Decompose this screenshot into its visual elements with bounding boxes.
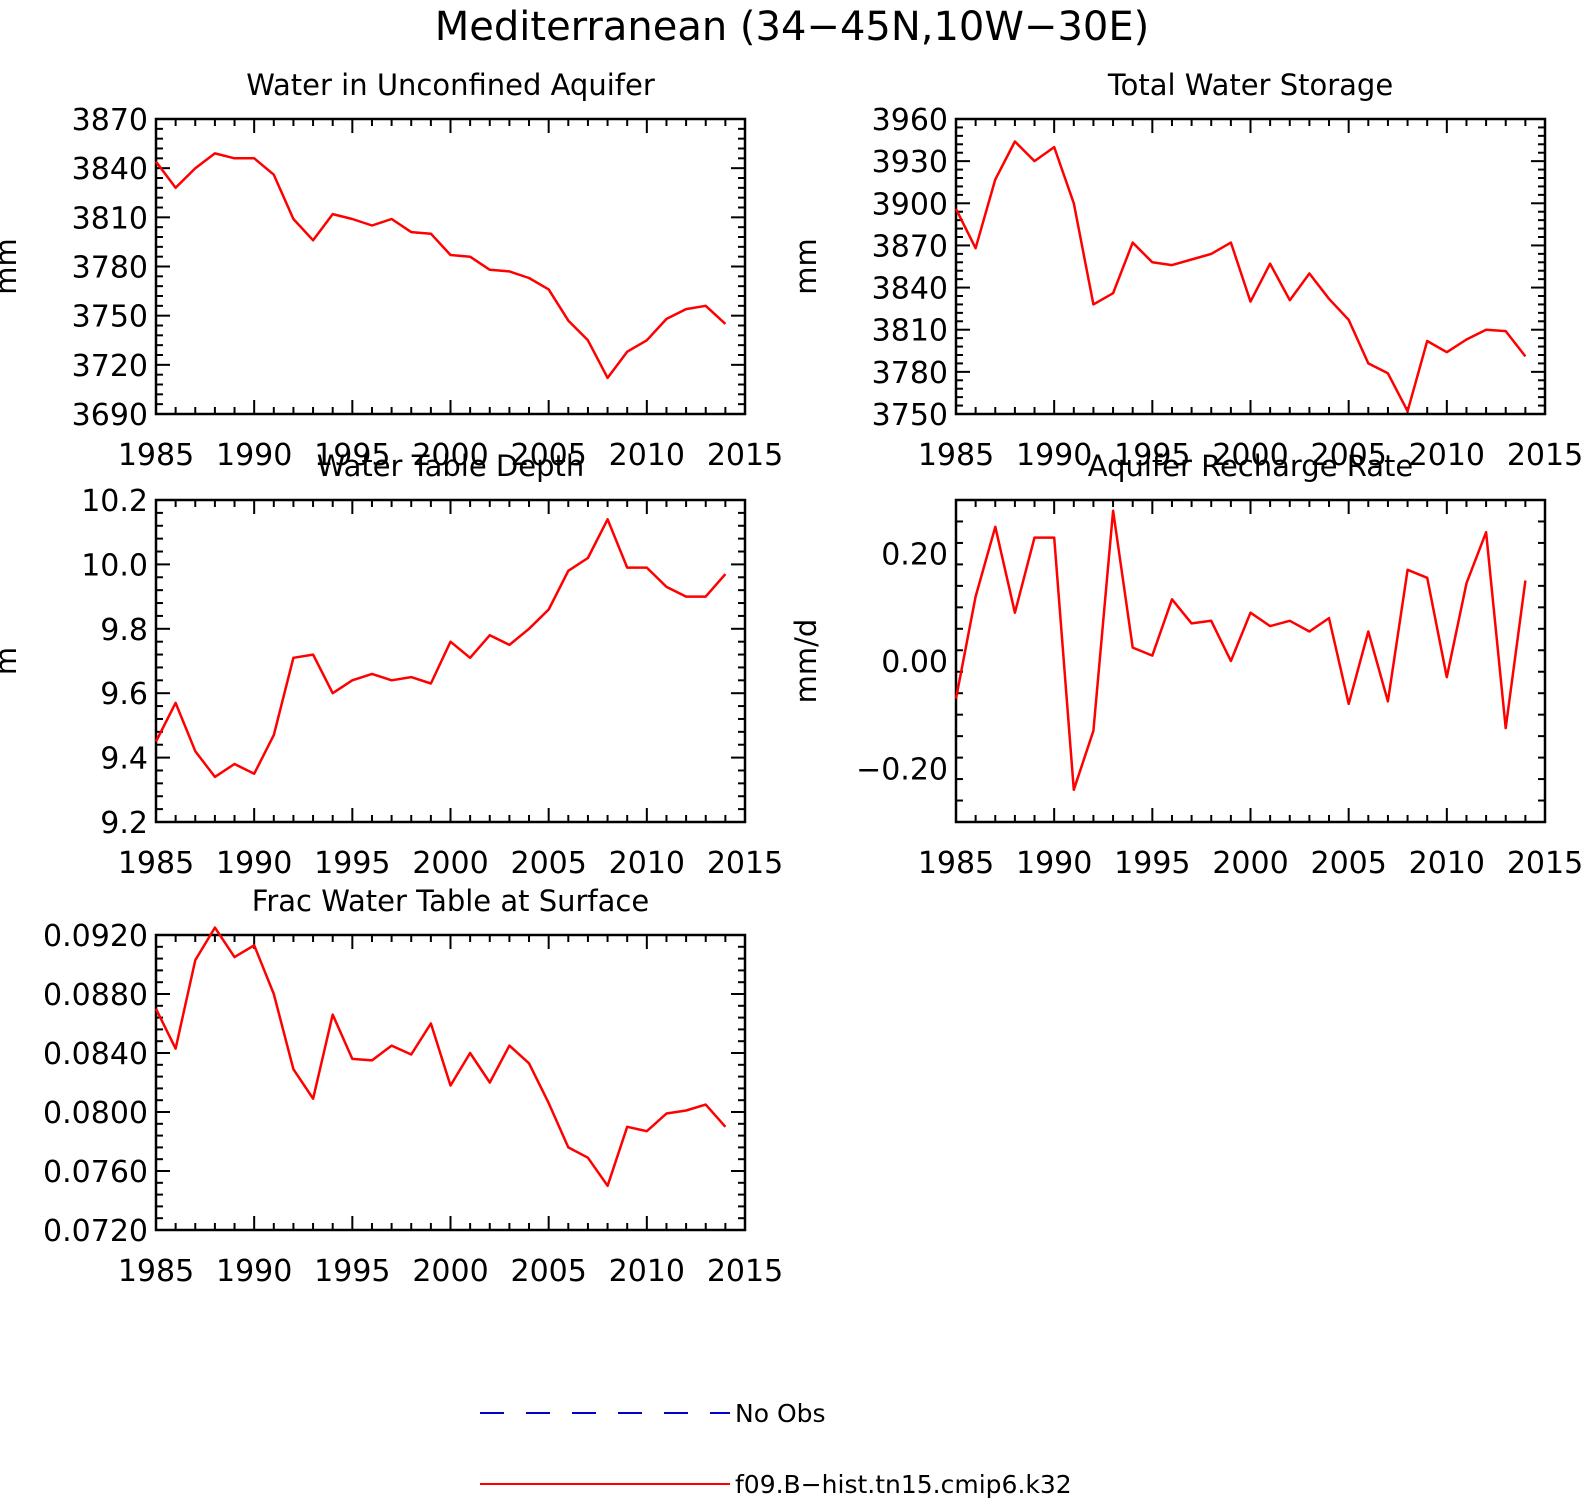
x-tick-label: 1990 <box>216 846 292 881</box>
x-tick-label: 1990 <box>216 1254 292 1289</box>
series-line-model <box>154 152 727 380</box>
figure-title: Mediterranean (34−45N,10W−30E) <box>435 4 1149 50</box>
x-tick-label: 2015 <box>707 1254 783 1289</box>
x-tick-label: 1990 <box>216 438 292 473</box>
x-tick-label: 1990 <box>1016 438 1092 473</box>
y-tick-label: 3840 <box>872 272 948 307</box>
y-tick-label: 9.8 <box>100 613 148 648</box>
y-axis-label: mm/d <box>789 619 823 704</box>
x-tick-label: 1985 <box>118 846 194 881</box>
x-tick-label: 2015 <box>1507 846 1583 881</box>
plot-frame <box>954 117 1547 416</box>
panel-title: Total Water Storage <box>1107 68 1393 102</box>
y-tick-label: 3870 <box>872 229 948 264</box>
plot-frame <box>954 498 1547 824</box>
y-tick-label: 3780 <box>72 251 148 286</box>
series-line-model <box>954 509 1527 792</box>
x-tick-label: 2010 <box>1409 438 1485 473</box>
y-tick-label: 3930 <box>872 145 948 180</box>
y-axis-label: mm <box>789 238 823 295</box>
y-tick-label: −0.20 <box>856 752 948 787</box>
series-line-model <box>954 140 1527 413</box>
y-axis-label: m <box>0 647 23 675</box>
y-tick-label: 10.0 <box>81 548 148 583</box>
y-tick-label: 3960 <box>872 103 948 138</box>
x-tick-label: 1995 <box>314 1254 390 1289</box>
y-tick-label: 3900 <box>872 187 948 222</box>
x-tick-label: 1985 <box>918 438 994 473</box>
plot-frame <box>154 117 747 416</box>
x-tick-label: 1990 <box>1016 846 1092 881</box>
x-tick-label: 1985 <box>118 1254 194 1289</box>
y-tick-label: 0.0800 <box>43 1096 148 1131</box>
y-tick-label: 10.2 <box>81 484 148 519</box>
panel-title: Frac Water Table at Surface <box>252 884 649 918</box>
panel-aquifer-water: 1985 1990 1995 2000 2005 2010 2015 3690 3720 3750… <box>0 68 783 473</box>
plot-frame <box>154 498 747 824</box>
x-tick-label: 2010 <box>1409 846 1485 881</box>
x-tick-label: 2000 <box>1212 438 1288 473</box>
x-tick-label: 2005 <box>1310 846 1386 881</box>
legend-label-model: f09.B−hist.tn15.cmip6.k32 <box>735 1470 1072 1499</box>
x-tick-label: 2005 <box>1310 438 1386 473</box>
panel-title: Water in Unconfined Aquifer <box>246 68 655 102</box>
x-tick-label: 1995 <box>1114 846 1190 881</box>
y-tick-label: 3810 <box>872 314 948 349</box>
x-tick-label: 2000 <box>412 438 488 473</box>
x-tick-label: 2000 <box>1212 846 1288 881</box>
x-tick-label: 2015 <box>707 438 783 473</box>
series-line-model <box>154 926 727 1188</box>
y-tick-label: 3840 <box>72 152 148 187</box>
panel-title: Aquifer Recharge Rate <box>1088 449 1414 483</box>
y-tick-label: 9.2 <box>100 806 148 841</box>
x-tick-label: 2015 <box>707 846 783 881</box>
y-tick-label: 3720 <box>72 349 148 384</box>
x-tick-label: 2005 <box>510 1254 586 1289</box>
x-tick-label: 1995 <box>314 846 390 881</box>
y-tick-label: 3810 <box>72 201 148 236</box>
x-tick-label: 2000 <box>412 1254 488 1289</box>
y-tick-label: 0.0920 <box>43 919 148 954</box>
panel-frac-surface: 1985 1990 1995 2000 2005 2010 2015 0.0720 0.0760… <box>43 884 783 1289</box>
y-axis-label: mm <box>0 238 23 295</box>
series-line-model <box>154 518 727 779</box>
x-tick-label: 2010 <box>609 1254 685 1289</box>
panel-total-storage: 1985 1990 1995 2000 2005 2010 2015 3750 3780 3810… <box>789 68 1583 473</box>
x-tick-label: 1985 <box>118 438 194 473</box>
x-tick-label: 2000 <box>412 846 488 881</box>
y-tick-label: 0.0840 <box>43 1037 148 1072</box>
x-tick-label: 1995 <box>1114 438 1190 473</box>
panel-recharge-rate: 1985 1990 1995 2000 2005 2010 2015 −0.20 0.00 0.2… <box>789 449 1583 881</box>
x-tick-label: 2005 <box>510 438 586 473</box>
y-tick-label: 3750 <box>872 398 948 433</box>
x-tick-label: 1995 <box>314 438 390 473</box>
y-tick-label: 0.00 <box>881 645 948 680</box>
chart-panels: 1985 1990 1995 2000 2005 2010 2015 3690 3720 3750… <box>0 68 1583 1289</box>
x-tick-label: 2005 <box>510 846 586 881</box>
y-tick-label: 0.0880 <box>43 978 148 1013</box>
panel-title: Water Table Depth <box>317 449 585 483</box>
x-tick-label: 2010 <box>609 846 685 881</box>
x-tick-label: 1985 <box>918 846 994 881</box>
y-tick-label: 0.20 <box>881 538 948 573</box>
legend-label-no-obs: No Obs <box>735 1399 826 1428</box>
y-tick-label: 9.6 <box>100 677 148 712</box>
y-tick-label: 3780 <box>872 356 948 391</box>
panel-table-depth: 1985 1990 1995 2000 2005 2010 2015 9.2 9.4 9.6 9.8… <box>0 449 783 881</box>
legend: No Obs f09.B−hist.tn15.cmip6.k32 <box>480 1399 1072 1499</box>
y-tick-label: 3870 <box>72 103 148 138</box>
y-tick-label: 0.0720 <box>43 1214 148 1249</box>
y-tick-label: 0.0760 <box>43 1155 148 1190</box>
x-tick-label: 2010 <box>609 438 685 473</box>
y-tick-label: 3750 <box>72 300 148 335</box>
y-tick-label: 9.4 <box>100 742 148 777</box>
y-tick-label: 3690 <box>72 398 148 433</box>
x-tick-label: 2015 <box>1507 438 1583 473</box>
